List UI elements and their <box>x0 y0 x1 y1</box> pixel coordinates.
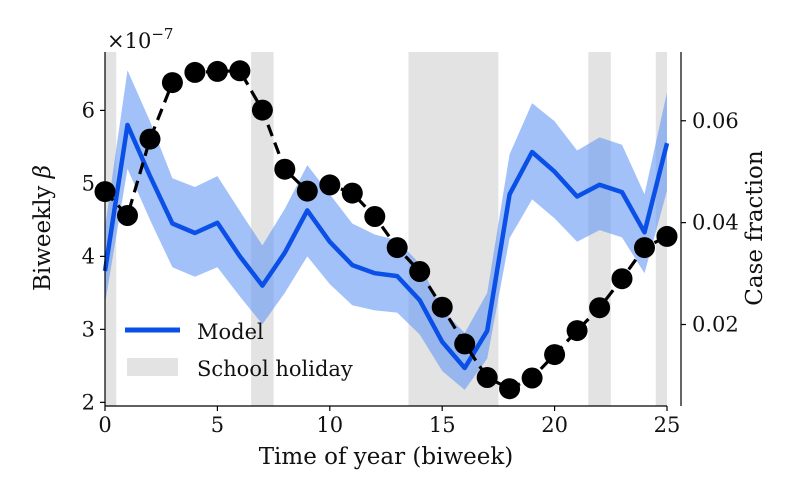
x-tick-label-2: 10 <box>316 413 343 437</box>
case-fraction-series <box>94 60 678 400</box>
y-scale-base: ×10 <box>107 29 151 53</box>
case-fraction-point-11 <box>341 182 363 204</box>
legend-holiday-swatch <box>127 358 178 376</box>
model-line <box>102 122 670 371</box>
tick-labels: 0 5 10 15 20 25 2 3 4 5 6 0.02 0.04 0.06 <box>82 98 739 437</box>
y-right-tick-label-0: 0.02 <box>692 313 739 337</box>
y-left-tick-label-2: 4 <box>82 244 95 268</box>
case-fraction-point-8 <box>274 158 296 180</box>
case-fraction-point-22 <box>589 297 611 319</box>
y-left-tick-label-4: 6 <box>82 98 95 122</box>
y-scale-exponent: −7 <box>151 25 173 43</box>
y-axis-left-title-symbol: β <box>30 165 56 179</box>
case-fraction-point-25 <box>656 225 678 247</box>
x-tick-label-1: 5 <box>211 413 224 437</box>
y-left-tick-label-0: 2 <box>82 390 95 414</box>
y-right-tick-label-2: 0.06 <box>692 109 739 133</box>
x-tick-label-5: 25 <box>654 413 681 437</box>
y-right-tick-label-1: 0.04 <box>692 211 739 235</box>
case-fraction-point-14 <box>409 261 431 282</box>
case-fraction-point-20 <box>544 344 566 366</box>
case-fraction-point-15 <box>431 296 453 318</box>
case-fraction-point-9 <box>296 180 318 202</box>
x-tick-label-3: 15 <box>429 413 456 437</box>
legend-model-label: Model <box>197 320 264 344</box>
case-fraction-point-2 <box>139 128 161 150</box>
model-line-group <box>102 122 670 371</box>
case-fraction-point-17 <box>476 367 498 388</box>
y-scale-label: ×10−7 <box>107 25 173 53</box>
case-fraction-point-4 <box>184 61 206 83</box>
case-fraction-point-24 <box>634 237 655 259</box>
case-fraction-point-16 <box>454 333 476 355</box>
case-fraction-point-18 <box>499 378 521 400</box>
case-fraction-point-13 <box>386 237 408 259</box>
case-fraction-point-10 <box>319 174 341 196</box>
case-fraction-point-1 <box>117 205 138 226</box>
y-left-tick-label-3: 5 <box>82 171 95 195</box>
y-axis-right-title: Case fraction <box>742 150 768 306</box>
x-tick-label-4: 20 <box>541 413 568 437</box>
legend-holiday-label: School holiday <box>197 357 353 381</box>
model-confidence-band-group <box>105 70 667 390</box>
case-fraction-point-19 <box>521 367 543 389</box>
model-confidence-band <box>105 70 667 390</box>
y-axis-left-title-text: Biweekly <box>30 186 56 291</box>
case-fraction-point-23 <box>611 268 633 290</box>
x-tick-label-0: 0 <box>98 413 111 437</box>
legend: Model School holiday <box>125 320 353 381</box>
case-fraction-point-12 <box>364 206 386 227</box>
case-fraction-point-6 <box>229 60 251 82</box>
school-holiday-band-1 <box>251 52 274 406</box>
y-left-tick-label-1: 3 <box>82 317 95 341</box>
case-fraction-point-21 <box>566 320 588 342</box>
axes <box>100 52 686 411</box>
case-fraction-point-5 <box>206 60 228 82</box>
case-fraction-point-7 <box>251 99 273 121</box>
case-fraction-point-3 <box>161 72 183 94</box>
x-axis-title: Time of year (biweek) <box>259 444 514 470</box>
y-axis-left-title: Biweekly β <box>30 165 56 291</box>
